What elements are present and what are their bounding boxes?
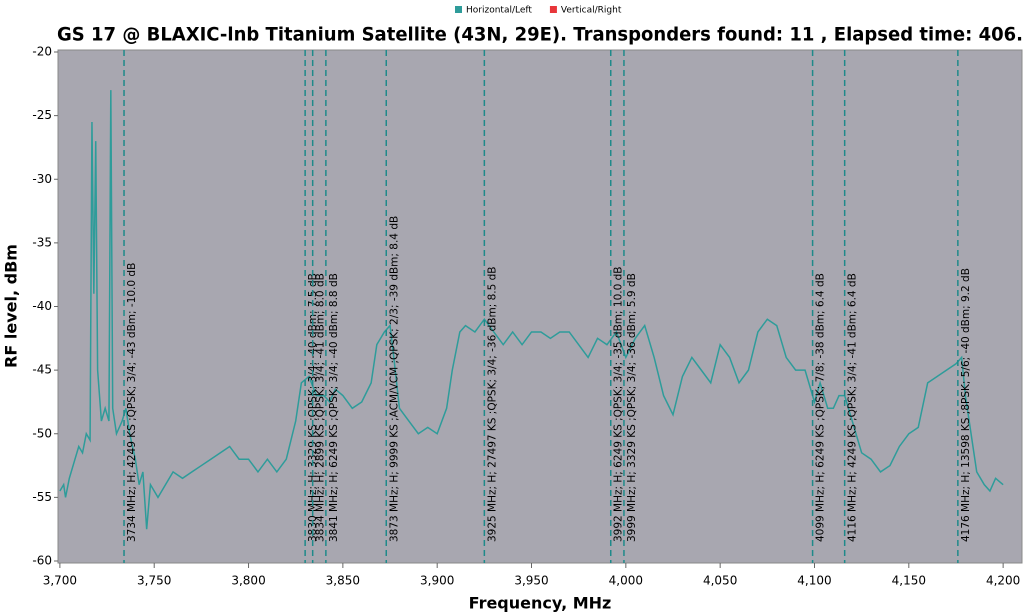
legend-label: Horizontal/Left	[466, 6, 532, 16]
y-tick-label: -55	[32, 490, 52, 504]
x-tick-label: 4,200	[986, 574, 1020, 588]
transponder-label: 3999 MHz; H; 3329 KS ;QPSK; 3/4; -36 dBm…	[626, 273, 638, 542]
y-tick-label: -25	[32, 108, 52, 122]
y-tick-label: -20	[32, 45, 52, 59]
legend-label: Vertical/Right	[561, 6, 622, 16]
x-tick-label: 3,800	[231, 574, 265, 588]
transponder-label: 3992 MHz; H; 6249 KS ;QPSK; 3/4; -35 dBm…	[613, 267, 625, 543]
legend-swatch	[549, 6, 557, 13]
x-tick-label: 3,950	[514, 574, 548, 588]
x-tick-label: 3,900	[420, 574, 454, 588]
chart-title: GS 17 @ BLAXIC-lnb Titanium Satellite (4…	[57, 24, 1023, 46]
transponder-label: 4116 MHz; H; 4249 KS ;QPSK; 3/4; -41 dBm…	[847, 273, 859, 542]
y-tick-label: -50	[32, 426, 52, 440]
y-tick-label: -35	[32, 235, 52, 249]
transponder-label: 3830 MHz; H; 3329 KS ;QPSK; 3/4; -40 dBm…	[307, 273, 319, 542]
y-tick-label: -40	[32, 299, 52, 313]
x-tick-label: 4,000	[609, 574, 643, 588]
transponder-label: 3834 MHz; H; 2899 KS ;QPSK; 3/4; -41 dBm…	[315, 273, 327, 542]
x-tick-label: 4,150	[892, 574, 926, 588]
transponder-label: 4099 MHz; H; 6249 KS ;QPSK; 7/8; -38 dBm…	[815, 273, 827, 542]
transponder-label: 3841 MHz; H; 6249 KS ;QPSK; 3/4; -40 dBm…	[328, 273, 340, 542]
x-axis-label: Frequency, MHz	[469, 594, 612, 613]
transponder-label: 4176 MHz; H; 13598 KS ;8PSK; 5/6; -40 dB…	[960, 268, 972, 542]
y-axis-label: RF level, dBm	[2, 244, 21, 368]
plot-area	[57, 49, 1023, 564]
transponder-label: 3734 MHz; H; 4249 KS ;QPSK; 3/4; -43 dBm…	[126, 263, 138, 542]
transponder-label: 3873 MHz; H; 9999 KS ;ACM/VCM ;QPSK; 2/3…	[388, 216, 400, 542]
y-tick-label: -30	[32, 172, 52, 186]
y-tick-label: -60	[32, 554, 52, 568]
x-tick-label: 3,750	[137, 574, 171, 588]
x-tick-label: 4,100	[797, 574, 831, 588]
x-tick-label: 3,850	[326, 574, 360, 588]
y-tick-label: -45	[32, 363, 52, 377]
x-tick-label: 4,050	[703, 574, 737, 588]
spectrum-line	[59, 90, 1004, 530]
x-tick-label: 3,700	[43, 574, 77, 588]
transponder-label: 3925 MHz; H; 27497 KS ;QPSK; 3/4; -36 dB…	[486, 267, 498, 543]
legend-swatch	[455, 6, 462, 13]
